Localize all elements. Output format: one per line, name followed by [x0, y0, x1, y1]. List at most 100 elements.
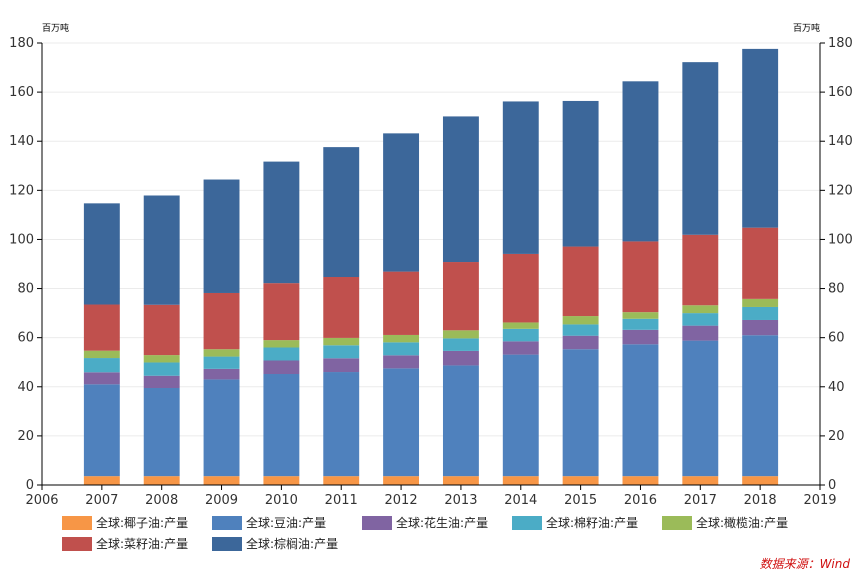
bar-segment — [442, 350, 479, 366]
right-y-tick-label: 160 — [828, 85, 853, 100]
right-y-tick-label: 180 — [828, 36, 853, 51]
bar-segment — [682, 305, 719, 314]
bar-segment — [682, 313, 719, 326]
bar-segment — [502, 354, 539, 477]
bar-segment — [143, 476, 180, 485]
x-tick-label: 2018 — [744, 493, 777, 508]
bar-segment — [502, 328, 539, 342]
left-y-tick-label: 140 — [9, 134, 34, 149]
x-tick-label: 2019 — [803, 493, 836, 508]
left-y-tick-label: 120 — [9, 183, 34, 198]
legend-label: 全球:棉籽油:产量 — [546, 515, 638, 530]
bar-segment — [83, 384, 120, 477]
bar-segment — [203, 179, 240, 293]
left-y-tick-label: 180 — [9, 36, 34, 51]
legend-swatch — [212, 537, 242, 551]
left-y-tick-label: 60 — [17, 331, 34, 346]
bar-segment — [323, 345, 360, 359]
bar-segment — [502, 101, 539, 254]
bar-segment — [263, 347, 300, 361]
bar-segment — [323, 476, 360, 485]
bar-segment — [323, 277, 360, 338]
bar-segment — [742, 306, 779, 320]
left-y-tick-label: 20 — [17, 429, 34, 444]
bar-segment — [263, 374, 300, 477]
x-tick-label: 2016 — [624, 493, 657, 508]
bar-segment — [742, 48, 779, 228]
legend-label: 全球:棕榈油:产量 — [246, 536, 338, 551]
legend-swatch — [662, 516, 692, 530]
right-y-tick-label: 40 — [828, 380, 845, 395]
bar-segment — [622, 81, 659, 242]
x-tick-label: 2015 — [564, 493, 597, 508]
axes — [37, 42, 825, 490]
bar-segment — [442, 330, 479, 339]
bar-segment — [442, 262, 479, 331]
bar-segment — [203, 476, 240, 485]
source-note: 数据来源：Wind — [760, 557, 851, 571]
x-tick-label: 2010 — [265, 493, 298, 508]
legend-label: 全球:菜籽油:产量 — [96, 536, 188, 551]
bar-segment — [83, 372, 120, 385]
bar-segment — [83, 203, 120, 305]
bar-segment — [323, 337, 360, 346]
x-tick-label: 2006 — [25, 493, 58, 508]
bar-segment — [203, 349, 240, 357]
bar-segment — [562, 349, 599, 477]
bar-segment — [143, 304, 180, 356]
bar-segment — [562, 246, 599, 317]
bar-segment — [143, 375, 180, 389]
bar-segment — [622, 241, 659, 313]
left-y-tick-label: 40 — [17, 380, 34, 395]
bar-segment — [323, 372, 360, 477]
bar-segment — [143, 355, 180, 363]
bar-segment — [203, 368, 240, 380]
bar-segment — [383, 355, 420, 369]
bar-segment — [562, 335, 599, 350]
bar-segment — [383, 476, 420, 485]
bar-segment — [742, 335, 779, 477]
bar-segment — [622, 318, 659, 330]
bar-segment — [622, 329, 659, 345]
bar-segment — [83, 350, 120, 359]
axis-labels: 百万吨 百万吨 0 0 20 20 40 40 60 60 80 80 100 100 120 120 14… — [9, 22, 853, 508]
left-unit-label: 百万吨 — [42, 22, 69, 34]
bar-segment — [263, 476, 300, 485]
bar-segment — [682, 234, 719, 306]
bar-segment — [323, 358, 360, 373]
x-tick-label: 2012 — [385, 493, 418, 508]
x-tick-label: 2009 — [205, 493, 238, 508]
right-y-tick-label: 80 — [828, 282, 845, 297]
right-y-tick-label: 60 — [828, 331, 845, 346]
bar-segment — [263, 340, 300, 348]
bar-segment — [622, 312, 659, 319]
legend-swatch — [512, 516, 542, 530]
x-tick-label: 2014 — [504, 493, 537, 508]
bar-segment — [502, 476, 539, 485]
bar-segment — [323, 147, 360, 278]
bar-segment — [143, 362, 180, 376]
x-tick-label: 2017 — [684, 493, 717, 508]
bar-segment — [682, 476, 719, 485]
right-unit-label: 百万吨 — [793, 22, 820, 34]
legend: 全球:椰子油:产量 全球:豆油:产量 全球:花生油:产量 全球:棉籽油:产量 全球:橄榄… — [62, 515, 788, 551]
legend-swatch — [62, 537, 92, 551]
bar-segment — [682, 62, 719, 235]
left-y-tick-label: 160 — [9, 85, 34, 100]
bar-segment — [562, 476, 599, 485]
legend-label: 全球:椰子油:产量 — [96, 515, 188, 530]
legend-swatch — [62, 516, 92, 530]
x-tick-label: 2013 — [444, 493, 477, 508]
bar-segment — [143, 195, 180, 305]
bar-segment — [682, 325, 719, 341]
bar-segment — [383, 342, 420, 356]
bar-segment — [622, 476, 659, 485]
legend-label: 全球:豆油:产量 — [246, 515, 326, 530]
bar-segment — [562, 100, 599, 247]
bar-segment — [83, 358, 120, 373]
bar-segment — [383, 133, 420, 272]
bar-segment — [442, 116, 479, 263]
bar-segment — [442, 365, 479, 477]
legend-label: 全球:花生油:产量 — [396, 515, 488, 530]
